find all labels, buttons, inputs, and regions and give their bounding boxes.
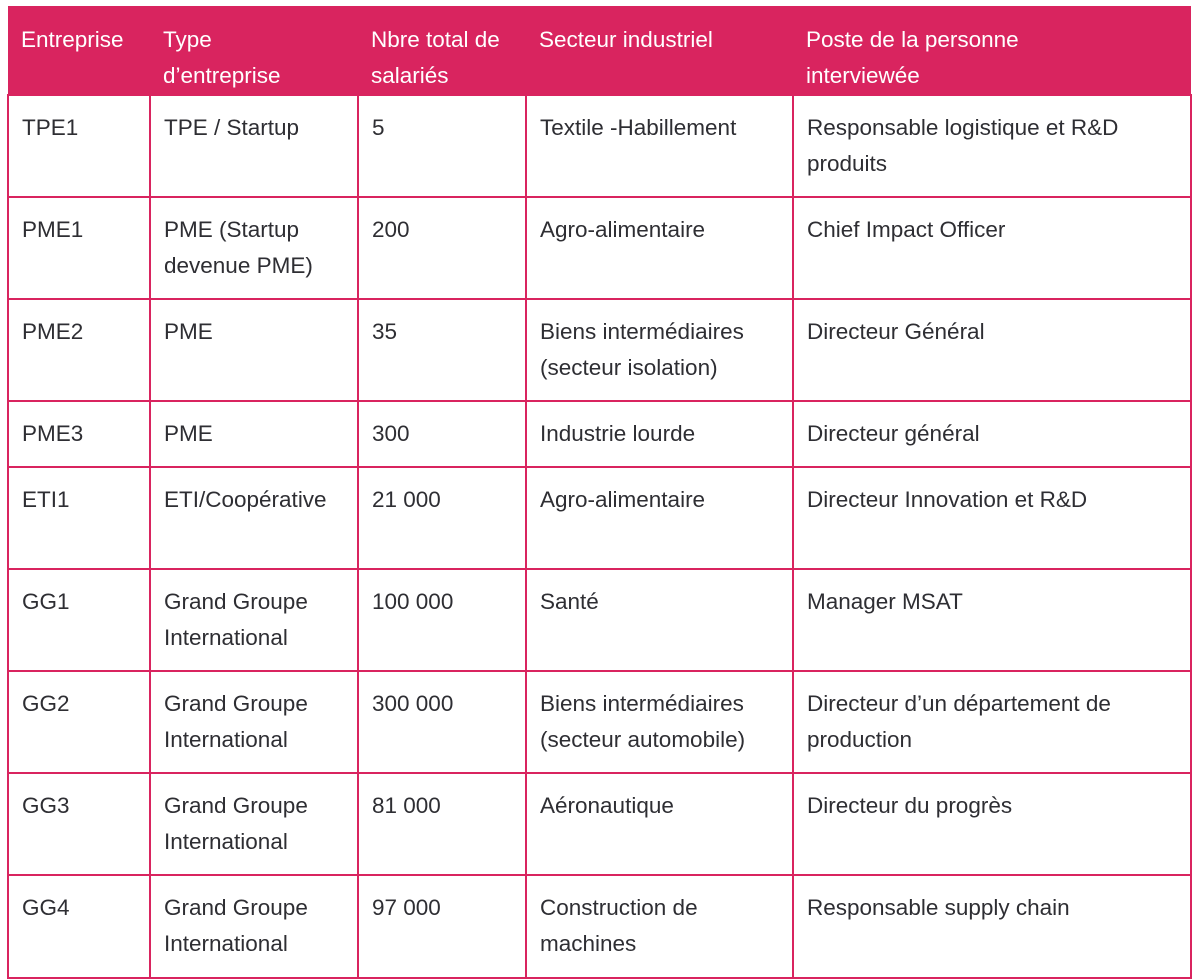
cell-entreprise: GG3	[7, 772, 151, 876]
cell-poste: Directeur général	[792, 400, 1192, 468]
cell-entreprise: GG2	[7, 670, 151, 774]
cell-type: Grand Groupe International	[149, 874, 359, 979]
cell-type: PME	[149, 298, 359, 402]
cell-type: PME	[149, 400, 359, 468]
cell-salaries: 35	[357, 298, 527, 402]
companies-table: Entreprise Type d’entreprise Nbre total …	[7, 6, 1192, 979]
cell-salaries: 100 000	[357, 568, 527, 672]
cell-entreprise: PME2	[7, 298, 151, 402]
table-row: GG4 Grand Groupe International 97 000 Co…	[7, 874, 1192, 979]
table-row: PME2 PME 35 Biens intermédiaires (secteu…	[7, 298, 1192, 402]
cell-type: ETI/Coopérative	[149, 466, 359, 570]
table-row: PME1 PME (Startup devenue PME) 200 Agro-…	[7, 196, 1192, 300]
table-row: ETI1 ETI/Coopérative 21 000 Agro-aliment…	[7, 466, 1192, 570]
cell-entreprise: TPE1	[7, 94, 151, 198]
header-type-entreprise: Type d’entreprise	[150, 6, 358, 95]
cell-entreprise: PME1	[7, 196, 151, 300]
table-row: GG1 Grand Groupe International 100 000 S…	[7, 568, 1192, 672]
table-row: PME3 PME 300 Industrie lourde Directeur …	[7, 400, 1192, 468]
cell-poste: Responsable supply chain	[792, 874, 1192, 979]
cell-secteur: Santé	[525, 568, 794, 672]
cell-salaries: 97 000	[357, 874, 527, 979]
header-poste-personne: Poste de la personne interviewée	[793, 6, 1191, 95]
cell-salaries: 300 000	[357, 670, 527, 774]
cell-salaries: 300	[357, 400, 527, 468]
cell-type: Grand Groupe International	[149, 670, 359, 774]
cell-type: PME (Startup devenue PME)	[149, 196, 359, 300]
cell-poste: Directeur du progrès	[792, 772, 1192, 876]
cell-entreprise: ETI1	[7, 466, 151, 570]
cell-poste: Chief Impact Officer	[792, 196, 1192, 300]
cell-salaries: 81 000	[357, 772, 527, 876]
cell-poste: Responsable logistique et R&D produits	[792, 94, 1192, 198]
table-row: GG3 Grand Groupe International 81 000 Aé…	[7, 772, 1192, 876]
cell-secteur: Agro-alimentaire	[525, 466, 794, 570]
cell-secteur: Textile -Habillement	[525, 94, 794, 198]
table-row: TPE1 TPE / Startup 5 Textile -Habillemen…	[7, 94, 1192, 198]
header-nbre-salaries: Nbre total de salariés	[358, 6, 526, 95]
cell-secteur: Industrie lourde	[525, 400, 794, 468]
cell-poste: Manager MSAT	[792, 568, 1192, 672]
cell-entreprise: PME3	[7, 400, 151, 468]
companies-table-container: Entreprise Type d’entreprise Nbre total …	[7, 6, 1192, 979]
cell-secteur: Aéronautique	[525, 772, 794, 876]
cell-secteur: Biens intermédiaires (secteur automobile…	[525, 670, 794, 774]
cell-salaries: 200	[357, 196, 527, 300]
cell-poste: Directeur d’un département de production	[792, 670, 1192, 774]
header-row: Entreprise Type d’entreprise Nbre total …	[8, 6, 1191, 95]
cell-secteur: Construction de machines	[525, 874, 794, 979]
header-secteur-industriel: Secteur industriel	[526, 6, 793, 95]
cell-type: Grand Groupe International	[149, 772, 359, 876]
cell-salaries: 21 000	[357, 466, 527, 570]
cell-secteur: Agro-alimentaire	[525, 196, 794, 300]
header-entreprise: Entreprise	[8, 6, 150, 95]
cell-entreprise: GG1	[7, 568, 151, 672]
cell-type: Grand Groupe International	[149, 568, 359, 672]
cell-poste: Directeur Innovation et R&D	[792, 466, 1192, 570]
cell-entreprise: GG4	[7, 874, 151, 979]
cell-salaries: 5	[357, 94, 527, 198]
cell-poste: Directeur Général	[792, 298, 1192, 402]
cell-type: TPE / Startup	[149, 94, 359, 198]
cell-secteur: Biens intermédiaires (secteur isolation)	[525, 298, 794, 402]
table-row: GG2 Grand Groupe International 300 000 B…	[7, 670, 1192, 774]
